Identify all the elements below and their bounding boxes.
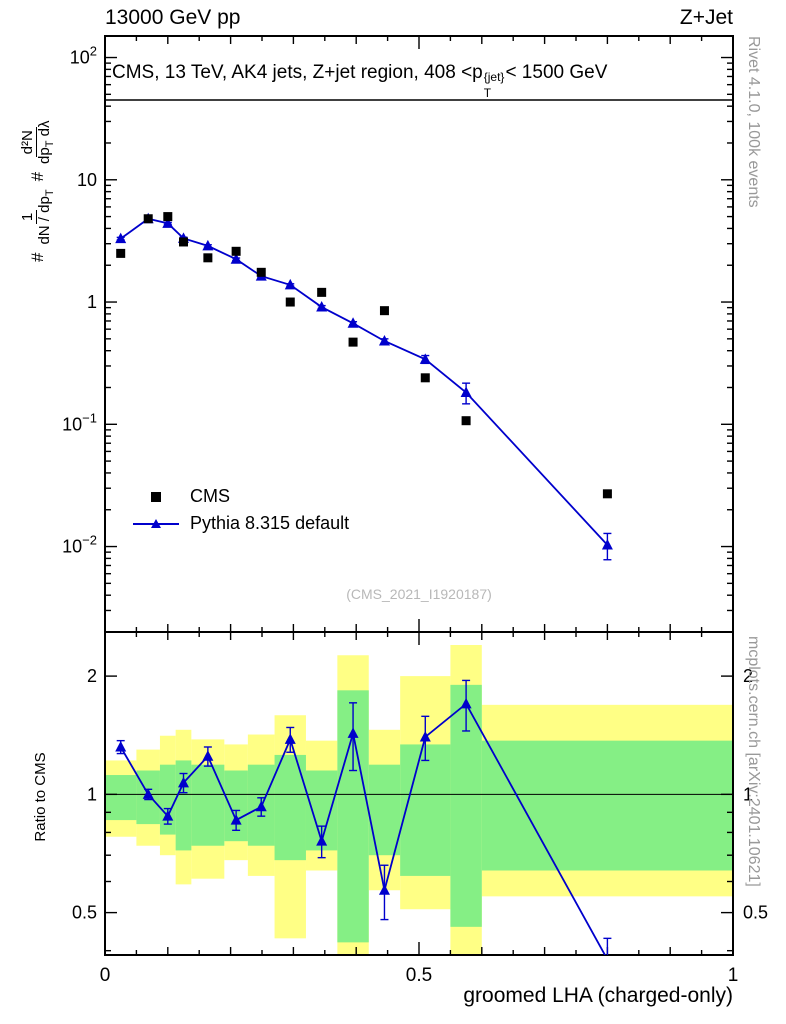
mcplots-attribution-label: mcplots.cern.ch [arXiv:2401.10621] bbox=[745, 636, 762, 887]
svg-text:0.5: 0.5 bbox=[72, 903, 97, 923]
ylabel-frac1-denominator: dN / dpT bbox=[36, 189, 57, 245]
ratio-series bbox=[115, 679, 612, 955]
legend-label-pythia: Pythia 8.315 default bbox=[190, 513, 350, 533]
ylabel-fraction-1: 1 dN / dpT bbox=[19, 189, 57, 245]
pt-jet-supsub: {jet} T bbox=[483, 70, 505, 100]
svg-text:10: 10 bbox=[77, 170, 97, 190]
ylabel-hash-2: # bbox=[28, 171, 47, 182]
ratio-y-axis-label: Ratio to CMS bbox=[32, 752, 49, 842]
pythia-triangle-marker-icon bbox=[151, 519, 161, 528]
pt-jet-superscript: {jet} bbox=[483, 70, 505, 84]
legend-item-pythia: Pythia 8.315 default bbox=[130, 510, 349, 537]
svg-text:1: 1 bbox=[87, 784, 97, 804]
main-series bbox=[115, 212, 613, 561]
svg-text:2: 2 bbox=[743, 666, 753, 686]
svg-text:0: 0 bbox=[100, 965, 111, 986]
svg-text:0.5: 0.5 bbox=[406, 965, 432, 986]
svg-text:10−1: 10−1 bbox=[62, 410, 97, 434]
beam-energy-label: 13000 GeV pp bbox=[105, 6, 241, 29]
main-panel-frame bbox=[104, 35, 734, 633]
pythia-marker-cell bbox=[130, 514, 182, 534]
legend-label-cms: CMS bbox=[190, 486, 230, 506]
tick-labels: 102 10 1 10−1 10−2 2 2 1 1 0.5 0.5 0 0.5 1 bbox=[62, 44, 768, 986]
legend-item-cms: CMS bbox=[130, 483, 349, 510]
svg-text:1: 1 bbox=[87, 292, 97, 312]
x-axis-label: groomed LHA (charged-only) bbox=[463, 984, 733, 1007]
pt-jet-subscript: T bbox=[483, 86, 492, 100]
svg-text:1: 1 bbox=[743, 784, 753, 804]
svg-text:102: 102 bbox=[70, 44, 97, 68]
ylabel-frac1-numerator: 1 bbox=[19, 209, 38, 225]
ylabel-frac2-denominator: dpT dλ bbox=[36, 120, 57, 164]
ylabel-fraction-2: d²N dpT dλ bbox=[19, 120, 57, 164]
axis-ticks bbox=[104, 36, 734, 955]
analysis-id-watermark: (CMS_2021_I1920187) bbox=[346, 586, 492, 602]
plot-title-suffix: < 1500 GeV bbox=[505, 62, 608, 83]
process-label: Z+Jet bbox=[679, 6, 733, 29]
ylabel-frac2-numerator: d²N bbox=[19, 127, 38, 158]
svg-text:10−2: 10−2 bbox=[62, 533, 97, 557]
cms-marker-cell bbox=[130, 487, 182, 507]
plot-title-text: CMS, 13 TeV, AK4 jets, Z+jet region, 408… bbox=[112, 62, 483, 83]
ratio-bands bbox=[105, 644, 733, 955]
plot-title: CMS, 13 TeV, AK4 jets, Z+jet region, 408… bbox=[112, 62, 608, 100]
main-y-axis-label: # 1 dN / dpT # d²N dpT dλ bbox=[12, 30, 64, 262]
generator-version-label: Rivet 4.1.0, 100k events bbox=[745, 36, 762, 208]
ylabel-hash-1: # bbox=[28, 252, 47, 262]
cms-square-marker-icon bbox=[151, 491, 161, 502]
svg-text:1: 1 bbox=[728, 965, 739, 986]
legend: CMS Pythia 8.315 default bbox=[130, 483, 349, 537]
svg-text:2: 2 bbox=[87, 666, 97, 686]
svg-text:0.5: 0.5 bbox=[743, 903, 768, 923]
